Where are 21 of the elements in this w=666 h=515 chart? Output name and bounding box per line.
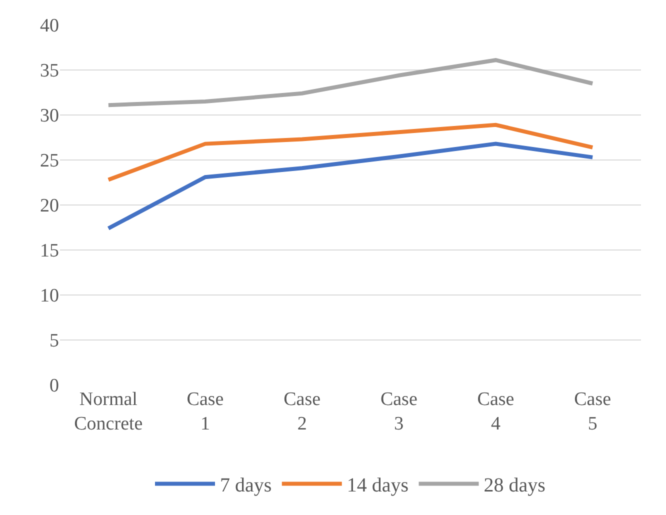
legend-label: 14 days bbox=[346, 474, 409, 496]
legend-label: 7 days bbox=[220, 474, 272, 496]
y-tick-label: 25 bbox=[40, 150, 59, 172]
legend-label: 28 days bbox=[484, 474, 546, 496]
x-tick-label: Case 2 bbox=[284, 389, 321, 435]
y-tick-label: 0 bbox=[50, 376, 59, 397]
line-series bbox=[106, 58, 595, 108]
line-series bbox=[106, 122, 595, 182]
x-tick-label: Normal Concrete bbox=[74, 389, 143, 435]
x-tick-label: Case 5 bbox=[574, 389, 612, 435]
y-tick-label: 35 bbox=[40, 60, 59, 82]
x-tick-label: Case 3 bbox=[380, 389, 418, 435]
y-tick-label: 10 bbox=[40, 286, 59, 307]
y-tick-label: 40 bbox=[40, 16, 59, 37]
y-tick-label: 5 bbox=[50, 330, 59, 352]
x-tick-label: Case 4 bbox=[477, 389, 514, 435]
x-tick-label: Case 1 bbox=[186, 389, 224, 435]
line-series bbox=[106, 142, 595, 230]
y-tick-label: 20 bbox=[40, 196, 59, 217]
y-tick-label: 30 bbox=[40, 106, 59, 127]
y-tick-label: 15 bbox=[40, 240, 59, 262]
